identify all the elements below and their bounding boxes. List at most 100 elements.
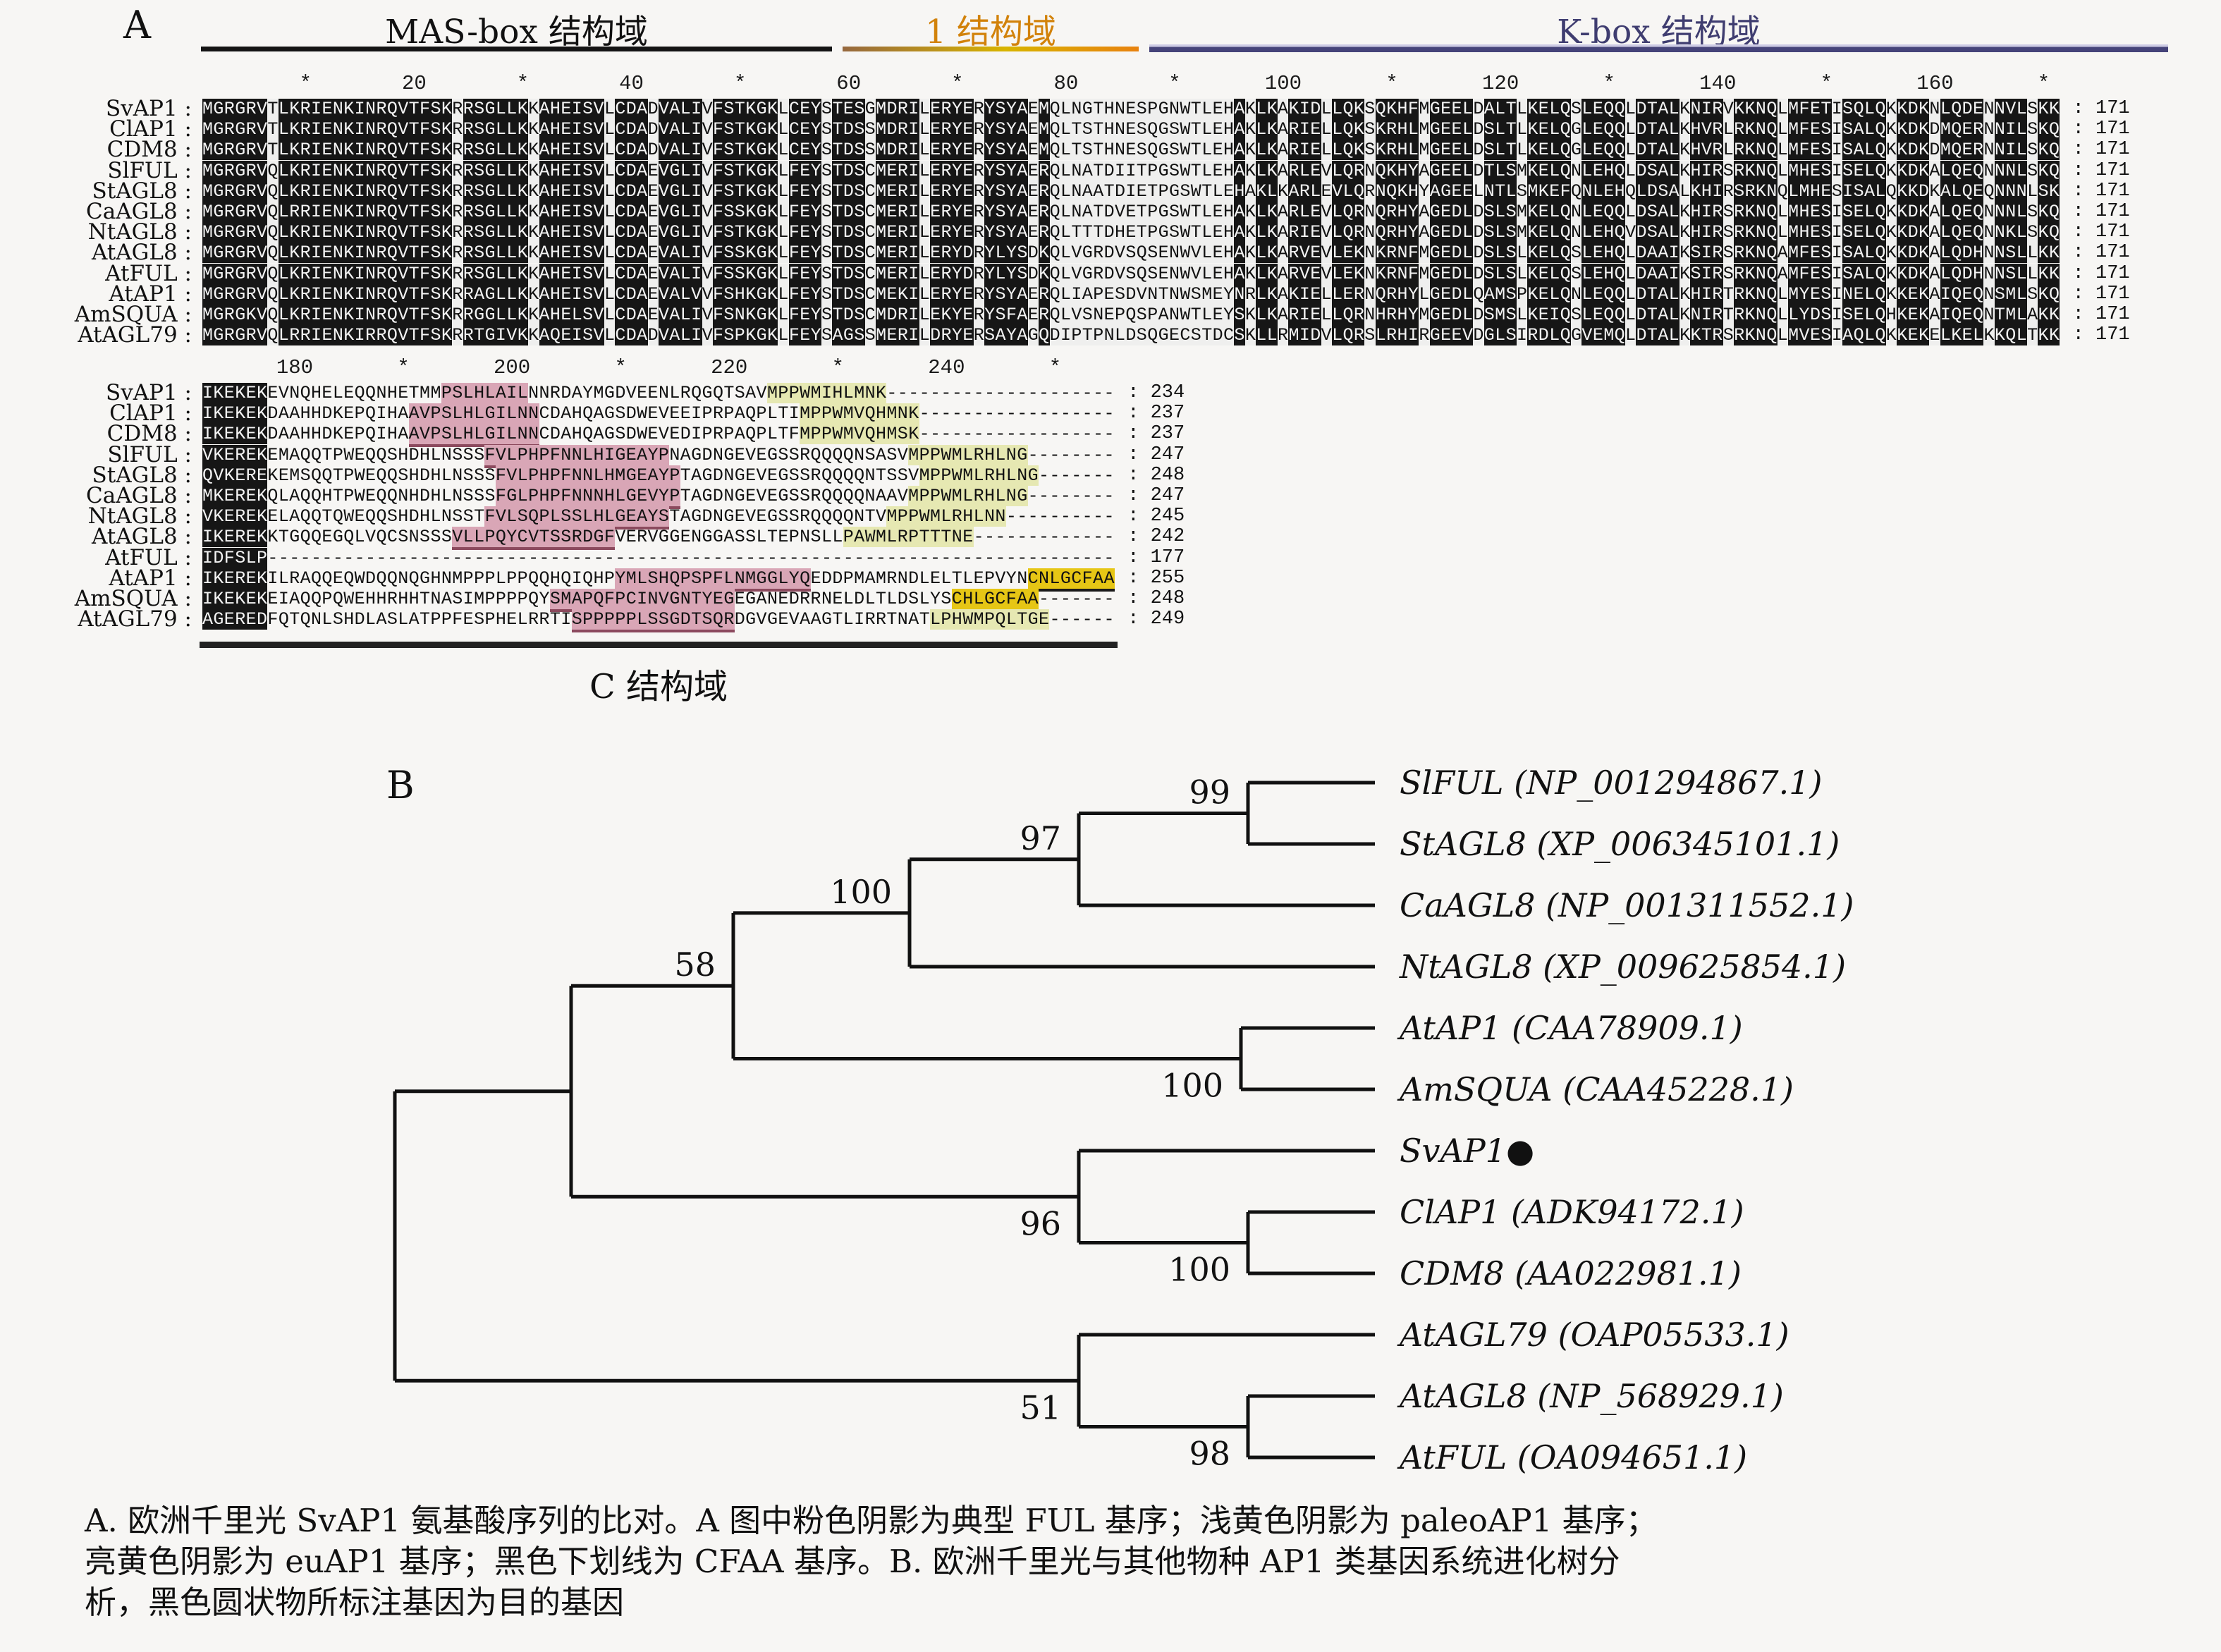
ruler-label: 220 [711, 356, 748, 379]
taxon-label: AtAP1 (CAA78909.1) [1397, 1009, 1743, 1047]
sequence-name: AmSQUA : [74, 586, 192, 611]
ruler-label: 80 [1053, 72, 1079, 95]
bootstrap-label: 100 [1161, 1067, 1223, 1105]
alignment-row: MGRGRVQLKRIENKINRQVTFSKRRAGLLKKAHEISVLCD… [202, 283, 2060, 305]
sequence-name: ClAP1 : [109, 400, 192, 427]
ruler-label: * [1048, 356, 1062, 379]
sequence-name: AtAGL79 : [78, 606, 192, 632]
alignment-row: VKEREKEMAQQTPWEQQSHDHLNSSSFVLPHPFNNLHIGE… [202, 444, 1115, 468]
sequence-end-number: : 177 [1127, 546, 1185, 568]
i-domain-label: 1 结构域 [925, 13, 1056, 51]
sequence-name: AtAP1 : [109, 565, 192, 591]
sequence-name: NtAGL8 : [87, 219, 192, 245]
sequence-end-number: : 255 [1127, 567, 1185, 589]
bootstrap-label: 51 [1020, 1388, 1061, 1426]
ruler-label: 160 [1916, 72, 1954, 95]
sequence-end-number: : 248 [1127, 588, 1185, 609]
sequence-name: AtAGL79 : [78, 322, 192, 348]
sequence-name: CaAGL8 : [86, 199, 192, 224]
ruler-label: * [397, 356, 410, 379]
taxon-label: StAGL8 (XP_006345101.1) [1400, 825, 1840, 863]
caption-line-1: A. 欧洲千里光 SvAP1 氨基酸序列的比对。A 图中粉色阴影为典型 FUL … [85, 1502, 1658, 1539]
sequence-name: AtAGL8 : [91, 524, 192, 550]
ruler-label: * [733, 72, 747, 95]
sequence-end-number: : 242 [1127, 526, 1185, 548]
alignment-row: MGRGRVQLRRIENKINRQVTFSKRRSGLLKKAHEISVLCD… [202, 202, 2060, 222]
sequence-name: ClAP1 : [109, 116, 192, 142]
i-domain-underline [843, 47, 1139, 51]
sequence-end-number: : 171 [2072, 324, 2130, 346]
alignment-row: MKEREKQLAQQHTPWEQQNHDHLNSSSFGLPHPFNNNHLG… [202, 486, 1115, 509]
caption-line-2: 亮黄色阴影为 euAP1 基序；黑色下划线为 CFAA 基序。B. 欧洲千里光与… [85, 1543, 1620, 1580]
taxon-label: SlFUL (NP_001294867.1) [1400, 764, 1822, 802]
sequence-name: SvAP1 : [105, 96, 192, 121]
alignment-row: VKEREKELAQQTQWEQQSHDHLNSSTFVLSQPLSSLHLGE… [202, 506, 1115, 530]
sequence-end-number: : 171 [2072, 98, 2130, 119]
ruler-label: 180 [276, 356, 314, 379]
alignment-row: IKEKEKDAAHHDKEPQIHAAVPSLHLGILNNCDAHQAGSD… [202, 424, 1115, 448]
taxon-label: CaAGL8 (NP_001311552.1) [1400, 886, 1854, 924]
alignment-row: IKEKEKDAAHHDKEPQIHAAVPSLHLGILNNCDAHQAGSD… [202, 403, 1115, 427]
c-domain-underline [200, 642, 1118, 648]
sequence-end-number: : 171 [2072, 304, 2130, 325]
bootstrap-label: 97 [1020, 819, 1061, 857]
sequence-end-number: : 247 [1127, 485, 1185, 506]
sequence-end-number: : 171 [2072, 201, 2130, 222]
sequence-end-number: : 248 [1127, 464, 1185, 486]
ruler-label: 60 [836, 72, 862, 95]
sequence-name: AtFUL : [105, 260, 192, 286]
ruler-label: * [516, 72, 530, 95]
alignment-row: QVKEREKEMSQQTPWEQQSHDHLNSSSFVLPHPFNNLHMG… [202, 465, 1115, 489]
ruler-label: 120 [1482, 72, 1519, 95]
sequence-end-number: : 171 [2072, 118, 2130, 140]
sequence-end-number: : 171 [2072, 242, 2130, 264]
ruler-label: * [951, 72, 964, 95]
ruler-label: * [1603, 72, 1615, 95]
alignment-row: IKEREKKTGQQEGQLVQCSNSSSVLLPQYCVTSSRDGFVE… [202, 527, 1115, 551]
sequence-end-number: : 247 [1127, 443, 1185, 465]
ruler-label: 140 [1699, 72, 1737, 95]
sequence-end-number: : 171 [2072, 262, 2130, 284]
sequence-name: StAGL8 : [92, 178, 192, 204]
caption-line-3: 析，黑色圆状物所标注基因为目的基因 [85, 1584, 625, 1621]
sequence-name: AtAP1 : [109, 281, 192, 307]
sequence-end-number: : 237 [1127, 423, 1185, 445]
sequence-name: CaAGL8 : [86, 483, 192, 508]
ruler-label: 200 [493, 356, 531, 379]
sequence-end-number: : 171 [2072, 180, 2130, 202]
alignment-row: MGRGRVQLKRIENKINRQVTFSKRRSGLLKKAHEISVLCD… [202, 160, 2060, 181]
alignment-row: MGRGRVQLKRIENKINRQVTFSKRRSGLLKKAHEISVLCD… [202, 222, 2060, 243]
ruler-label: 20 [402, 72, 427, 95]
sequence-name: SlFUL : [107, 157, 192, 183]
taxon-label: NtAGL8 (XP_009625854.1) [1399, 948, 1846, 986]
ruler-label: 240 [928, 356, 965, 379]
alignment-row: MGRGRVTLKRIENKINRQVTFSKRRSGLLKKAHEISVLCD… [202, 140, 2060, 161]
sequence-name: SlFUL : [107, 441, 192, 467]
alignment-row: MGRGRVTLKRIENKINRQVTFSKRRSGLLKKAHEISVLCD… [202, 119, 2060, 140]
sequence-end-number: : 171 [2072, 283, 2130, 305]
alignment-row: MGRGKVQLKRIENKINRQVTFSKRRGGLLKKAHELSVLCD… [202, 305, 2060, 325]
alignment-row: MGRGRVQLRRIENKIRRQVTFSKRRTGIVKKAQEISVLCD… [202, 325, 2060, 346]
ruler-label: * [2037, 72, 2050, 95]
ruler-label: * [299, 72, 312, 95]
sequence-end-number: : 171 [2072, 139, 2130, 161]
taxon-label: AtFUL (OA094651.1) [1397, 1438, 1747, 1476]
alignment-row: IKEKEKEVNQHELEQQNHETMMPSLHLAILNNRDAYMGDV… [202, 383, 1115, 406]
taxon-label: CDM8 (AA022981.1) [1400, 1254, 1742, 1292]
sequence-end-number: : 245 [1127, 506, 1185, 527]
ruler-label: 40 [619, 72, 644, 95]
alignment-row: IKEKEKEIAQQPQWEHHRHHTNASIMPPPPQYSMAPQFPC… [202, 589, 1115, 612]
ruler-label: * [1385, 72, 1398, 95]
alignment-row: MGRGRVQLKRIENKINRQVTFSKRRSGLLKKAHEISVLCD… [202, 181, 2060, 202]
taxon-label: AmSQUA (CAA45228.1) [1397, 1070, 1794, 1108]
taxon-label: ClAP1 (ADK94172.1) [1400, 1193, 1744, 1231]
ruler-label: 100 [1264, 72, 1302, 95]
ruler-label: * [1820, 72, 1833, 95]
sequence-end-number: : 234 [1127, 382, 1185, 403]
alignment-row: MGRGRVQLKRIENKINRQVTFSKRRSGLLKKAHEISVLCD… [202, 243, 2060, 264]
bootstrap-label: 98 [1189, 1435, 1230, 1473]
c-domain-label: C 结构域 [589, 667, 728, 706]
alignment-row: MGRGRVQLKRIENKINRQVTFSKRRSGLLKKAHEISVLCD… [202, 263, 2060, 284]
mas-box-domain-label: MAS-box 结构域 [385, 13, 648, 51]
bootstrap-label: 99 [1189, 773, 1230, 812]
